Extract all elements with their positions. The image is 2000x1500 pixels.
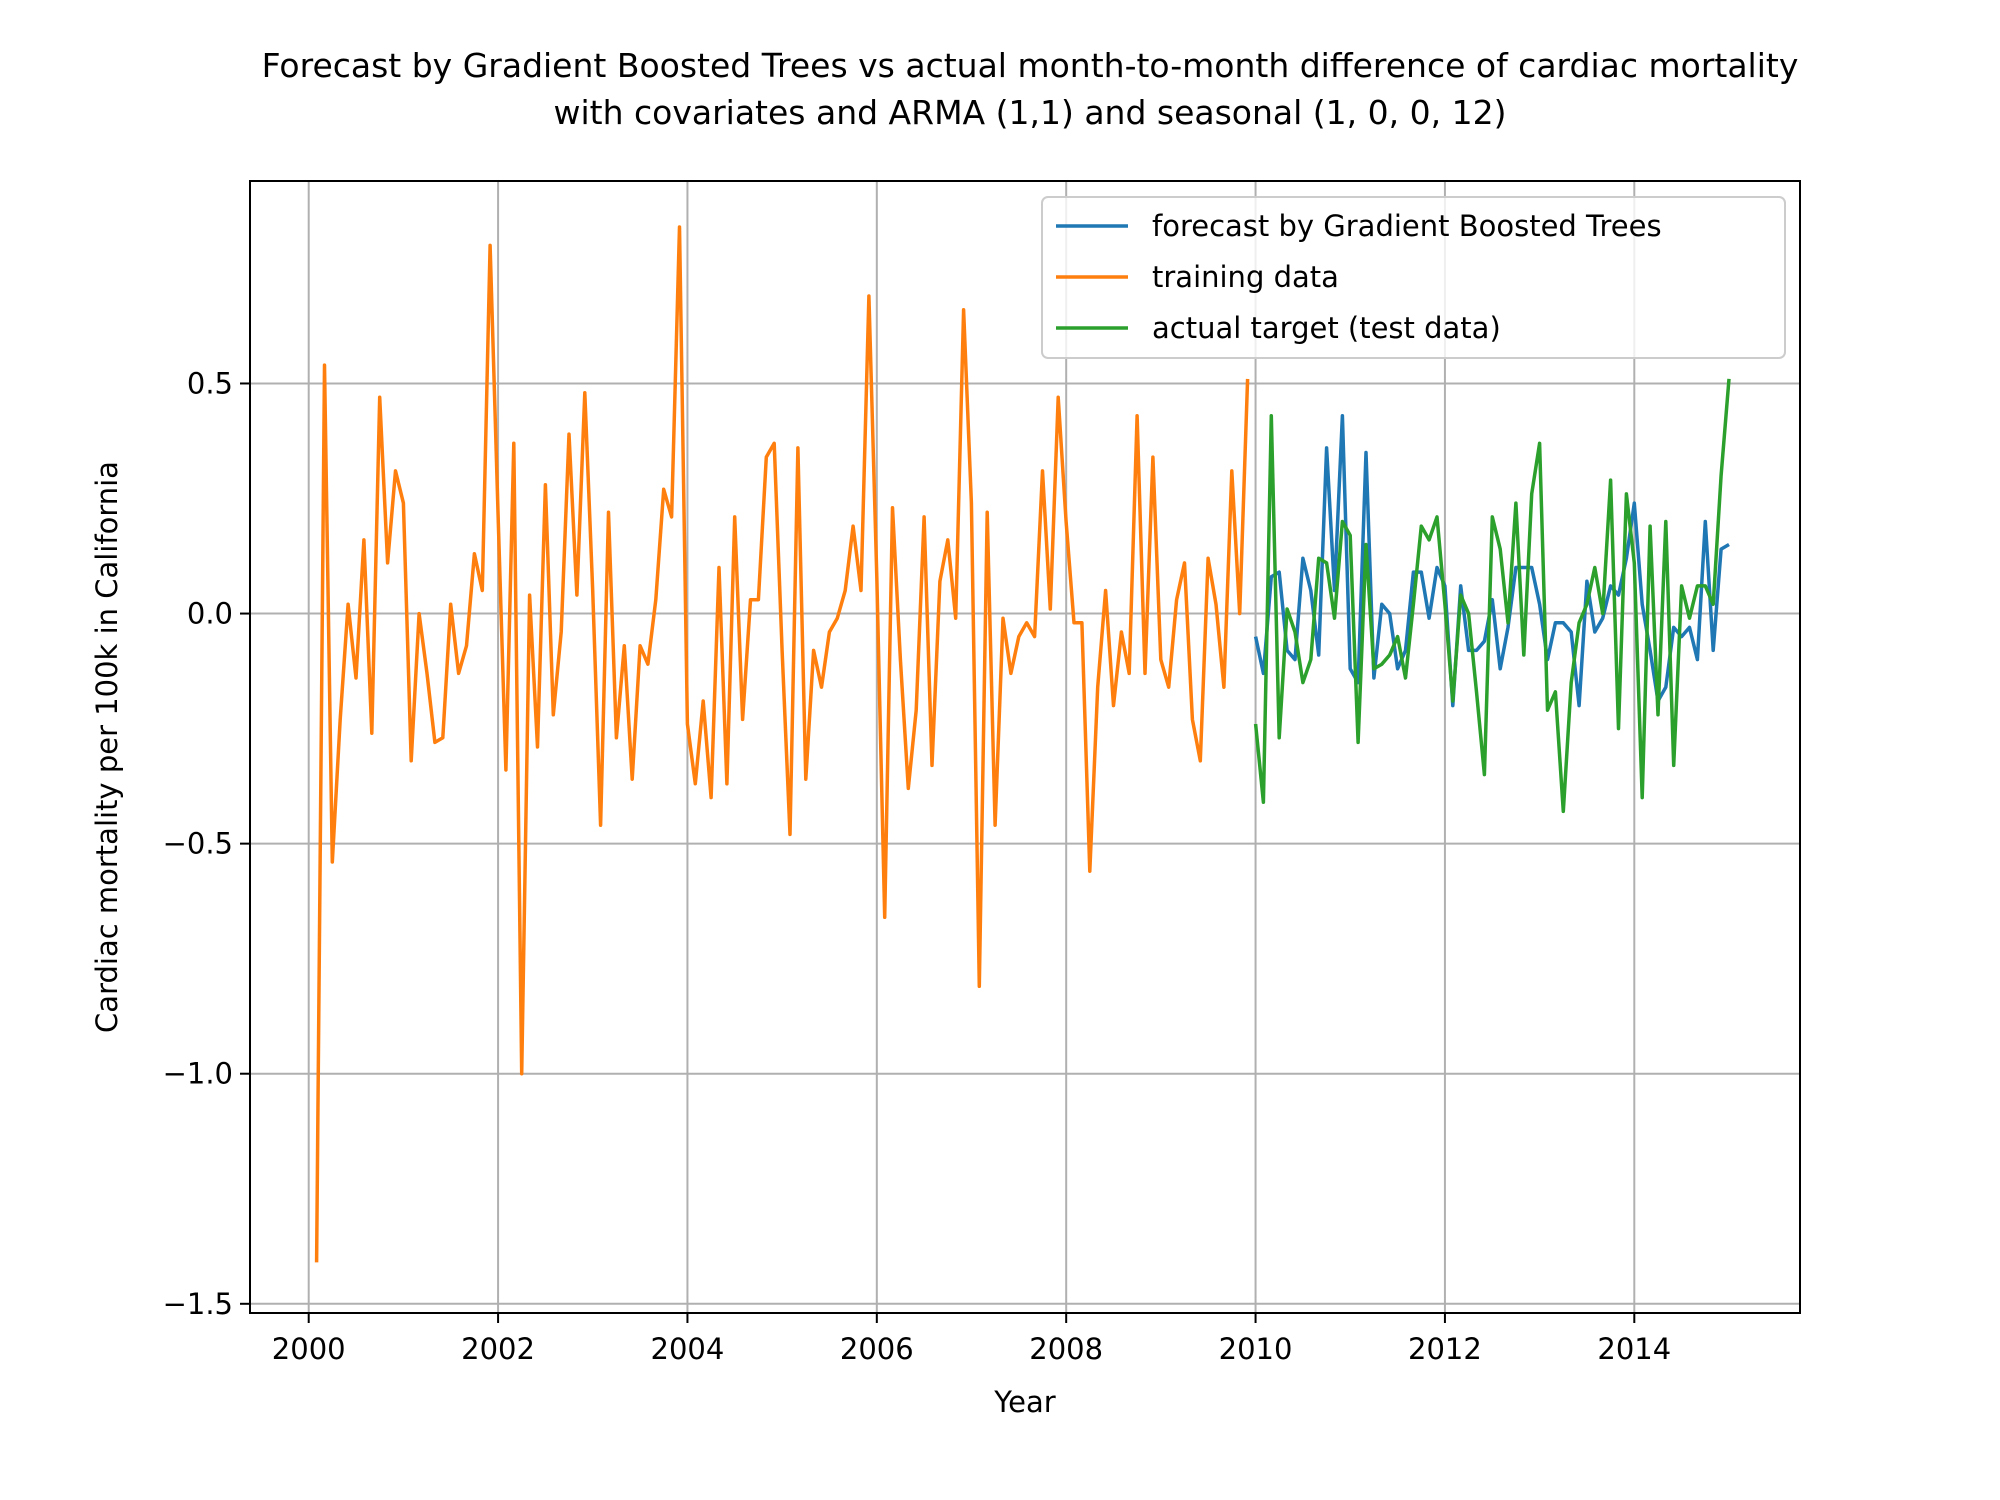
series-lines [314, 225, 1731, 1263]
x-tick-label: 2010 [1219, 1332, 1293, 1366]
y-axis-label: Cardiac mortality per 100k in California [90, 461, 124, 1033]
y-tick-label: 0.0 [187, 597, 233, 631]
chart-title-line-1: Forecast by Gradient Boosted Trees vs ac… [262, 46, 1799, 85]
y-tick-label: −0.5 [163, 827, 233, 861]
legend-label-forecast: forecast by Gradient Boosted Trees [1152, 209, 1662, 243]
x-tick-label: 2000 [272, 1332, 346, 1366]
legend-label-training: training data [1152, 260, 1339, 294]
series-line-actual [1253, 378, 1731, 814]
y-axis-ticks: 0.5 0.0 −0.5 −1.0 −1.5 [163, 366, 250, 1321]
y-tick-label: 0.5 [187, 366, 233, 400]
chart-title-line-2: with covariates and ARMA (1,1) and seaso… [554, 93, 1507, 132]
x-axis-ticks: 2000 2002 2004 2006 2008 2010 2012 2014 [272, 1313, 1671, 1366]
x-tick-label: 2002 [461, 1332, 535, 1366]
legend-box [1041, 196, 1786, 359]
series-line-training [314, 225, 1250, 1263]
x-axis-label: Year [993, 1385, 1055, 1419]
legend: forecast by Gradient Boosted Trees train… [1041, 196, 1786, 359]
x-tick-label: 2008 [1029, 1332, 1103, 1366]
legend-label-actual: actual target (test data) [1152, 311, 1501, 345]
x-tick-label: 2014 [1597, 1332, 1671, 1366]
y-tick-label: −1.5 [163, 1287, 233, 1321]
x-tick-label: 2004 [651, 1332, 725, 1366]
series-line-forecast [1253, 413, 1730, 708]
plot-area-frame [249, 180, 1801, 1314]
x-tick-label: 2006 [840, 1332, 914, 1366]
x-tick-label: 2012 [1408, 1332, 1482, 1366]
y-tick-label: −1.0 [163, 1057, 233, 1091]
